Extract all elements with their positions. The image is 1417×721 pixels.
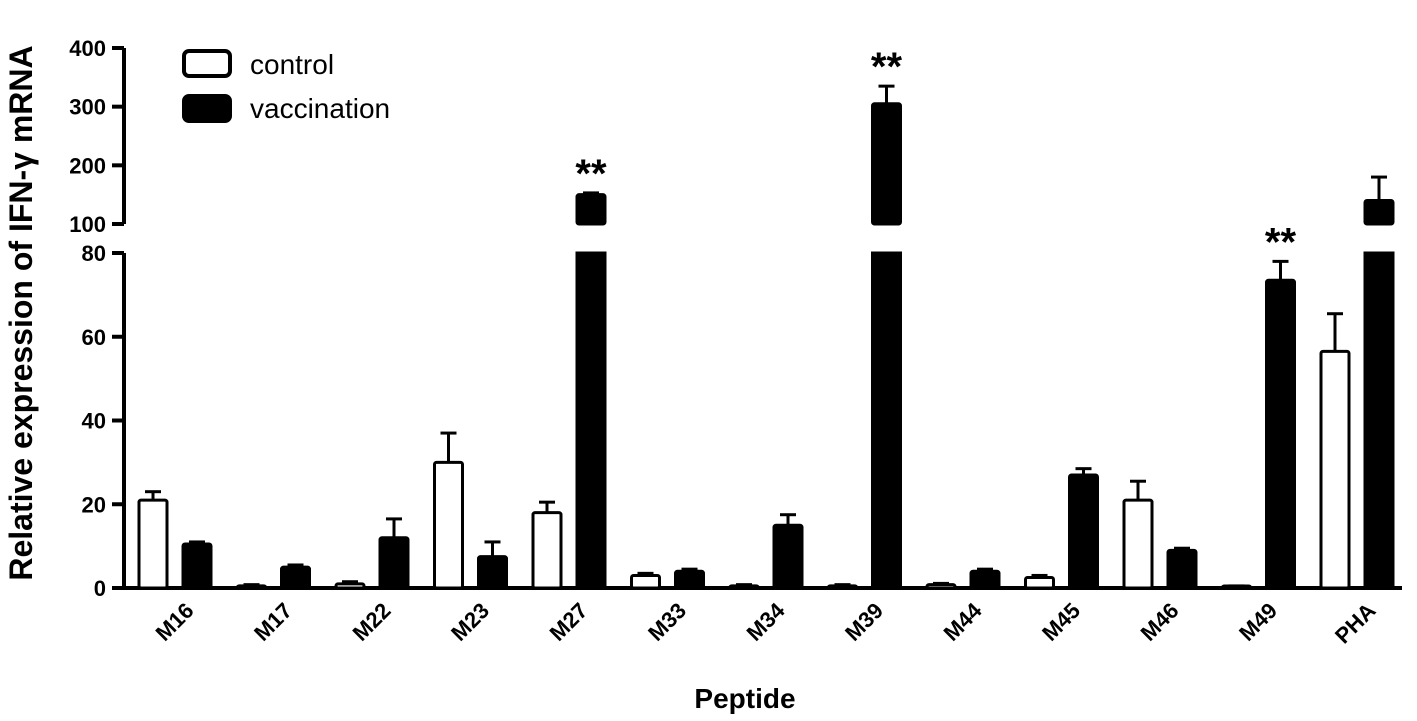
bar-vaccination-lower	[1363, 251, 1395, 590]
significance-label: **	[575, 152, 607, 196]
y-tick-label: 400	[69, 36, 106, 61]
legend-swatch-vaccination	[182, 94, 232, 123]
bar-vaccination	[181, 542, 213, 590]
bar-vaccination-lower	[871, 251, 902, 590]
y-tick-label: 20	[82, 492, 106, 517]
significance-label: **	[1265, 220, 1297, 264]
bar-control	[827, 584, 858, 590]
bar-vaccination	[772, 523, 804, 590]
bar-vaccination-upper	[1363, 199, 1395, 226]
y-tick-label: 80	[82, 241, 106, 266]
legend: control vaccination	[182, 49, 390, 124]
bar-vaccination	[280, 565, 311, 590]
x-tick-label: M45	[1037, 598, 1085, 646]
bar-control	[1319, 349, 1351, 590]
y-tick-label: 60	[82, 325, 106, 350]
bar-control	[1122, 498, 1154, 590]
bar-control	[531, 511, 563, 590]
bar-vaccination	[1265, 278, 1296, 590]
x-tick-label: M33	[643, 598, 691, 646]
bar-vaccination-upper	[871, 102, 902, 226]
axes	[112, 46, 1402, 590]
x-tick-label: M16	[151, 598, 199, 646]
bar-control	[433, 460, 464, 590]
bar-control	[334, 582, 366, 590]
bar-vaccination	[1166, 548, 1198, 590]
bar-control	[1221, 584, 1252, 590]
bar-control	[137, 498, 169, 590]
bar-vaccination	[1068, 473, 1099, 590]
x-tick-label: M17	[249, 598, 297, 646]
y-tick-label: 0	[94, 576, 106, 601]
legend-label-control: control	[250, 49, 334, 80]
legend-label-vaccination: vaccination	[250, 93, 390, 124]
bar-vaccination	[477, 555, 508, 590]
legend-swatch-control	[182, 49, 232, 78]
y-tick-label: 100	[69, 212, 106, 237]
bar-vaccination-upper	[575, 193, 607, 226]
bar-control	[1024, 576, 1055, 590]
bar-control	[236, 584, 267, 590]
x-tick-label: M44	[939, 597, 987, 645]
x-tick-label: M46	[1136, 598, 1184, 646]
x-tick-label: M27	[545, 598, 593, 646]
bar-control	[925, 583, 957, 590]
bar-control	[630, 573, 661, 590]
y-tick-label: 200	[69, 153, 106, 178]
bar-control	[728, 584, 760, 590]
x-tick-label: M22	[348, 598, 396, 646]
x-axis-title: Peptide	[694, 683, 795, 714]
x-tick-label: M39	[840, 598, 888, 646]
x-tick-label: M34	[742, 597, 790, 645]
y-tick-label: 40	[82, 409, 106, 434]
bars	[137, 84, 1395, 590]
bar-vaccination	[378, 536, 410, 590]
y-tick-label: 300	[69, 95, 106, 120]
x-tick-label: PHA	[1330, 598, 1381, 649]
x-tick-label: M49	[1234, 598, 1282, 646]
bar-vaccination	[969, 569, 1001, 590]
bar-vaccination	[674, 569, 705, 590]
x-tick-label: M23	[446, 598, 494, 646]
y-axis-title: Relative expression of IFN-γ mRNA	[3, 45, 39, 580]
bar-vaccination-lower	[575, 251, 607, 590]
significance-label: **	[871, 45, 903, 89]
